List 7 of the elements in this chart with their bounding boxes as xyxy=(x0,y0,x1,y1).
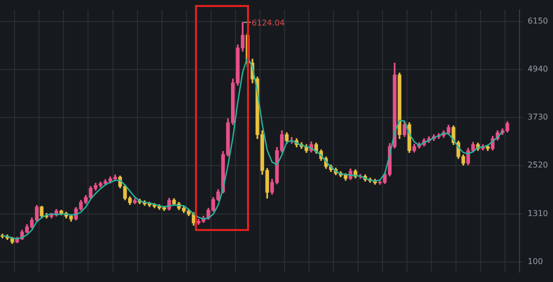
y-tick-label: 2520 xyxy=(528,160,548,170)
y-tick-label: 4940 xyxy=(528,64,548,74)
y-tick-label: 6150 xyxy=(528,16,548,26)
y-tick-label: 3730 xyxy=(528,112,548,122)
annotation: 6124.04 xyxy=(252,18,285,28)
y-tick-label: 1310 xyxy=(528,208,548,218)
y-tick-label: 100 xyxy=(528,256,543,266)
